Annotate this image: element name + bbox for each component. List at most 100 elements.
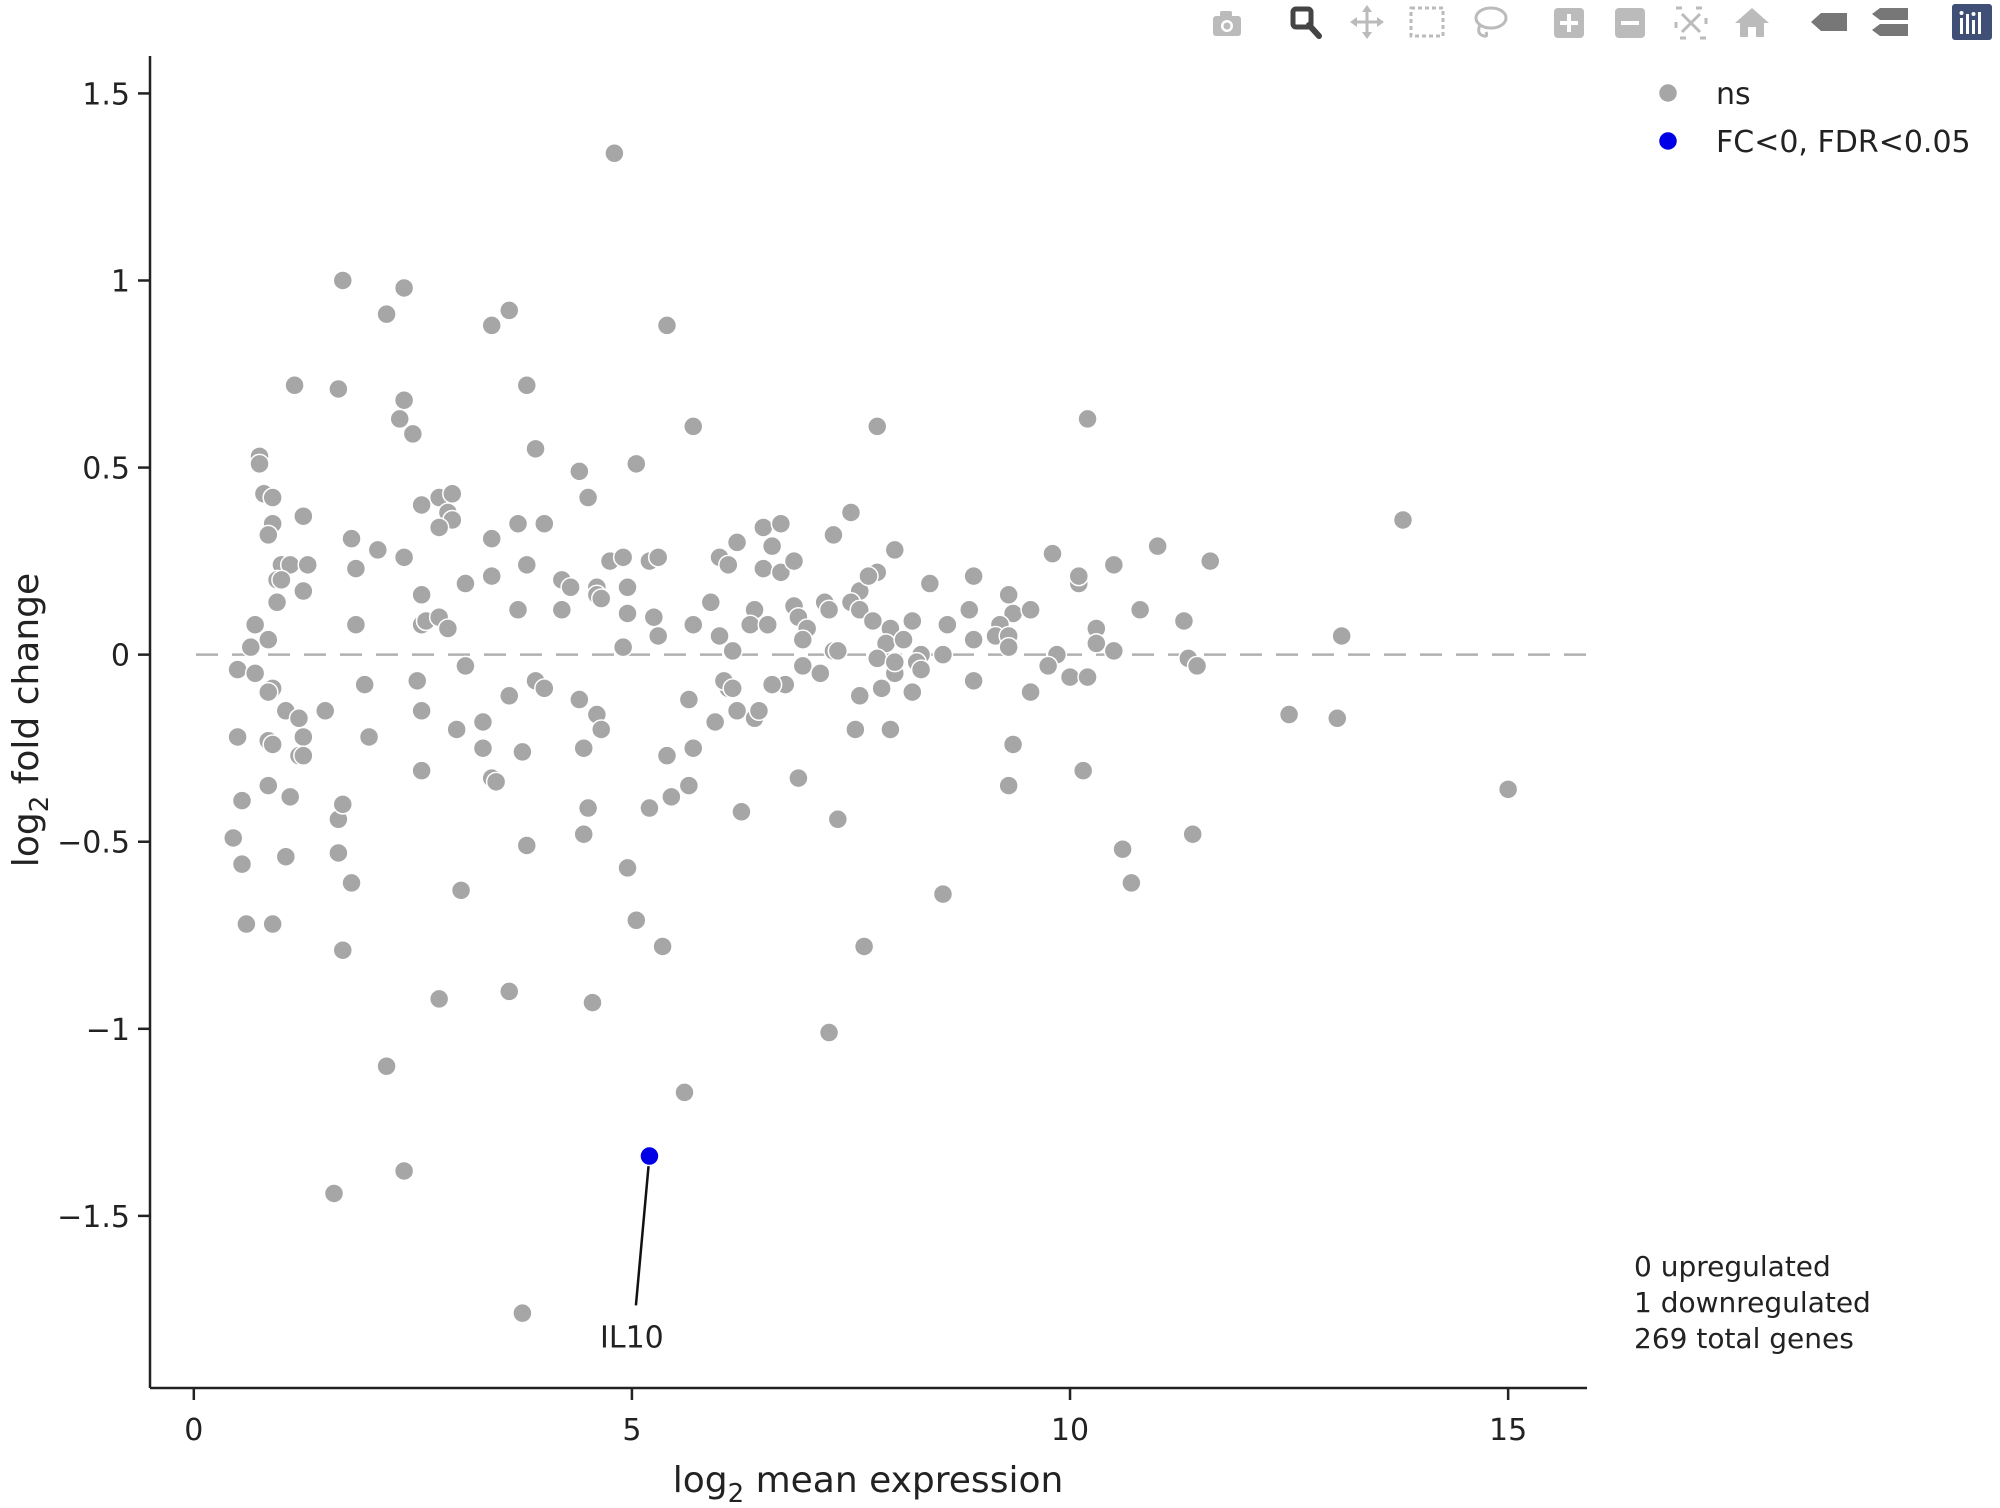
data-point[interactable]	[893, 629, 914, 650]
data-point[interactable]	[1331, 625, 1352, 647]
data-point[interactable]	[411, 700, 432, 722]
data-point[interactable]	[1037, 655, 1059, 677]
autoscale-button[interactable]	[1669, 2, 1713, 42]
data-point[interactable]	[455, 655, 476, 677]
data-point[interactable]	[678, 775, 700, 796]
data-point[interactable]	[612, 636, 634, 658]
data-point[interactable]	[472, 737, 494, 759]
data-point[interactable]	[393, 547, 415, 568]
data-point[interactable]	[393, 389, 415, 411]
data-point[interactable]	[258, 681, 279, 703]
data-point[interactable]	[332, 939, 354, 961]
data-point[interactable]	[472, 711, 494, 733]
data-point[interactable]	[393, 1160, 415, 1182]
data-point[interactable]	[1020, 599, 1041, 621]
data-point[interactable]	[1278, 704, 1300, 725]
data-point[interactable]	[240, 636, 262, 658]
data-point[interactable]	[231, 853, 253, 875]
hover-closest-button[interactable]	[1807, 2, 1851, 42]
data-point[interactable]	[262, 487, 283, 508]
data-point[interactable]	[652, 936, 673, 957]
data-point[interactable]	[810, 663, 831, 684]
data-point[interactable]	[626, 453, 647, 475]
data-point[interactable]	[884, 651, 906, 673]
data-point[interactable]	[428, 517, 450, 538]
data-point[interactable]	[770, 513, 792, 534]
data-point[interactable]	[1147, 535, 1168, 557]
data-point[interactable]	[516, 835, 538, 856]
data-point[interactable]	[376, 1055, 397, 1077]
data-point[interactable]	[718, 554, 739, 576]
data-point[interactable]	[902, 681, 923, 703]
data-point[interactable]	[577, 487, 599, 508]
data-point[interactable]	[266, 592, 288, 613]
data-point[interactable]	[753, 517, 774, 538]
legend-item[interactable]: FC<0, FDR<0.05	[1657, 125, 1971, 160]
data-point[interactable]	[761, 535, 783, 557]
data-point[interactable]	[788, 767, 809, 789]
data-point[interactable]	[293, 745, 314, 766]
data-point[interactable]	[840, 502, 862, 523]
data-point[interactable]	[656, 745, 678, 766]
data-point[interactable]	[867, 648, 888, 669]
data-point[interactable]	[512, 1302, 533, 1324]
data-point[interactable]	[293, 505, 314, 527]
data-point[interactable]	[1392, 509, 1414, 531]
data-point[interactable]	[258, 524, 279, 546]
data-point[interactable]	[516, 375, 538, 396]
data-point[interactable]	[998, 775, 1019, 796]
data-point[interactable]	[1077, 408, 1098, 430]
data-point[interactable]	[1186, 655, 1208, 677]
zoom-button[interactable]	[1284, 2, 1328, 42]
data-point[interactable]	[845, 719, 866, 740]
data-point[interactable]	[1112, 838, 1133, 860]
data-point[interactable]	[683, 614, 704, 635]
data-point[interactable]	[700, 592, 722, 613]
data-point[interactable]	[284, 375, 305, 396]
data-point[interactable]	[910, 659, 932, 680]
data-point[interactable]	[345, 558, 367, 579]
data-point[interactable]	[332, 270, 354, 291]
data-point[interactable]	[1129, 599, 1151, 621]
data-point[interactable]	[753, 558, 774, 579]
data-point[interactable]	[222, 827, 244, 849]
data-point[interactable]	[376, 303, 397, 325]
data-point[interactable]	[507, 599, 529, 621]
data-point[interactable]	[726, 532, 748, 553]
data-point[interactable]	[258, 775, 279, 796]
data-point[interactable]	[792, 629, 814, 650]
data-point[interactable]	[871, 678, 892, 699]
data-point[interactable]	[573, 823, 594, 845]
data-point[interactable]	[1002, 734, 1024, 755]
data-point[interactable]	[1077, 666, 1098, 688]
data-point[interactable]	[932, 644, 954, 665]
data-point[interactable]	[516, 554, 538, 576]
data-point[interactable]	[626, 910, 647, 931]
data-point[interactable]	[227, 659, 248, 680]
data-point[interactable]	[959, 599, 980, 621]
data-point[interactable]	[279, 786, 301, 808]
data-point[interactable]	[612, 547, 634, 568]
data-point[interactable]	[314, 700, 336, 722]
data-point[interactable]	[293, 726, 314, 748]
data-point[interactable]	[275, 846, 297, 867]
data-point[interactable]	[244, 614, 266, 635]
data-point[interactable]	[1199, 550, 1221, 572]
data-point[interactable]	[271, 569, 292, 591]
data-point[interactable]	[485, 771, 507, 793]
data-point[interactable]	[862, 610, 884, 632]
data-point[interactable]	[411, 584, 432, 606]
data-point[interactable]	[227, 726, 248, 748]
data-point[interactable]	[639, 1145, 660, 1167]
data-point[interactable]	[231, 790, 253, 811]
data-point[interactable]	[902, 610, 923, 632]
data-point[interactable]	[499, 685, 520, 707]
data-point[interactable]	[328, 378, 349, 400]
data-point[interactable]	[1121, 872, 1142, 894]
data-point[interactable]	[617, 857, 638, 879]
data-point[interactable]	[880, 719, 901, 740]
data-point[interactable]	[591, 719, 612, 740]
data-point[interactable]	[647, 625, 669, 647]
data-point[interactable]	[726, 700, 748, 722]
data-point[interactable]	[582, 992, 603, 1013]
